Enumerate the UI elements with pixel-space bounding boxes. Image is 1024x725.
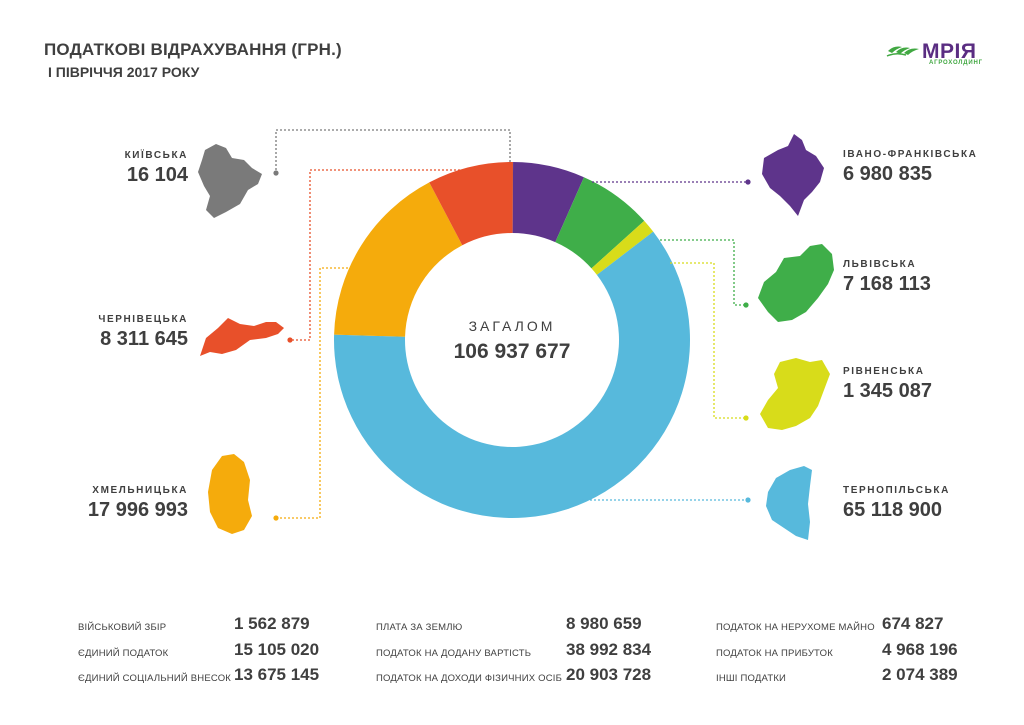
leader-line-khmelnytskyi [276, 267, 352, 519]
tax-value: 2 074 389 [882, 665, 958, 684]
tax-value: 15 105 020 [234, 640, 320, 659]
region-value-rivne: 1 345 087 [843, 380, 932, 402]
tax-label: ІНШІ ПОДАТКИ [716, 673, 787, 684]
company-logo: МРІЯ АГРОХОЛДИНГ [886, 40, 986, 66]
tax-label: ЄДИНИЙ ПОДАТОК [78, 648, 169, 659]
donut-slice-rivne [591, 220, 654, 275]
region-value-khmelnytskyi: 17 996 993 [87, 499, 188, 521]
tax-value: 4 968 196 [882, 640, 958, 659]
region-map-khmelnytskyi-icon [208, 454, 252, 534]
region-name-ternopil: ТЕРНОПІЛЬСЬКА [843, 485, 950, 496]
tax-value: 20 903 728 [566, 665, 652, 684]
tax-label: ПОДАТОК НА ПРИБУТОК [716, 648, 833, 659]
region-name-rivne: РІВНЕНСЬКА [843, 366, 925, 377]
leader-line-rivne [670, 262, 746, 419]
region-name-lviv: ЛЬВІВСЬКА [843, 259, 917, 270]
donut-slice-lviv [555, 177, 645, 269]
region-value-chernivtsi: 8 311 645 [100, 328, 188, 350]
region-map-chernivtsi-icon [200, 318, 284, 356]
page-title: ПОДАТКОВІ ВІДРАХУВАННЯ (ГРН.) [44, 40, 342, 59]
region-name-chernivtsi: ЧЕРНІВЕЦЬКА [98, 314, 188, 325]
tax-label: ПОДАТОК НА ДОДАНУ ВАРТІСТЬ [376, 648, 532, 659]
tax-label: ПЛАТА ЗА ЗЕМЛЮ [376, 622, 463, 633]
leader-dot-chernivtsi [287, 337, 293, 343]
region-name-kyiv: КИЇВСЬКА [124, 150, 188, 161]
region-name-ivano-frankivsk: ІВАНО-ФРАНКІВСЬКА [843, 149, 978, 160]
region-value-ivano-frankivsk: 6 980 835 [843, 163, 932, 185]
leader-dot-rivne [743, 415, 749, 421]
region-value-kyiv: 16 104 [126, 164, 188, 186]
region-value-ternopil: 65 118 900 [843, 499, 942, 521]
total-label: ЗАГАЛОМ [468, 318, 556, 334]
tax-label: ЄДИНИЙ СОЦІАЛЬНИЙ ВНЕСОК [78, 673, 232, 684]
donut-slice-ivano-frankivsk [512, 162, 584, 243]
tax-label: ВІЙСЬКОВИЙ ЗБІР [78, 622, 167, 633]
leader-line-chernivtsi [290, 169, 460, 341]
tax-label: ПОДАТОК НА ДОХОДИ ФІЗИЧНИХ ОСІБ [376, 673, 563, 684]
donut-slice-khmelnytskyi [334, 182, 463, 337]
region-map-lviv-icon [758, 244, 834, 322]
region-map-rivne-icon [760, 358, 830, 430]
donut-slice-ternopil [334, 231, 690, 518]
logo-wordmark: МРІЯ [922, 40, 977, 63]
region-map-ivano-frankivsk-icon [762, 134, 824, 216]
tax-value: 1 562 879 [234, 614, 310, 633]
tax-value: 8 980 659 [566, 614, 642, 633]
tax-label: ПОДАТОК НА НЕРУХОМЕ МАЙНО [716, 622, 875, 633]
leader-dot-kyiv [273, 170, 279, 176]
leader-dot-lviv [743, 302, 749, 308]
region-name-khmelnytskyi: ХМЕЛЬНИЦЬКА [92, 485, 188, 496]
page-subtitle: I ПІВРІЧЧЯ 2017 РОКУ [48, 64, 200, 80]
leader-dot-ivano-frankivsk [745, 179, 751, 185]
region-map-ternopil-icon [766, 466, 812, 540]
leaf-mark-icon [886, 46, 919, 57]
tax-value: 674 827 [882, 614, 944, 633]
leader-dot-ternopil [745, 497, 751, 503]
donut-slice-chernivtsi [429, 162, 513, 246]
region-value-lviv: 7 168 113 [843, 273, 931, 295]
tax-value: 13 675 145 [234, 665, 320, 684]
logo-tagline: АГРОХОЛДИНГ [929, 60, 983, 66]
total-value: 106 937 677 [453, 340, 571, 363]
region-map-kyiv-icon [198, 144, 262, 218]
leader-line-kyiv [275, 129, 511, 173]
tax-value: 38 992 834 [566, 640, 652, 659]
leader-line-lviv [660, 239, 746, 306]
leader-dot-khmelnytskyi [273, 515, 279, 521]
